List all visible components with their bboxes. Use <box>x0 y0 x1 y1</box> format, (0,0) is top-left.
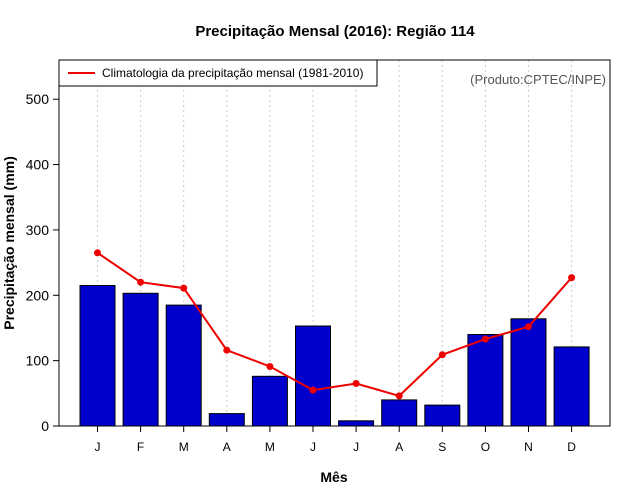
climatology-point <box>352 380 360 387</box>
x-tick-label: M <box>179 440 189 454</box>
x-tick-label: A <box>395 440 403 454</box>
climatology-point <box>481 335 489 343</box>
bar <box>295 325 331 427</box>
climatology-point <box>94 249 101 257</box>
climatology-point <box>266 363 274 370</box>
bars-series <box>79 285 590 427</box>
climatology-series <box>94 249 576 400</box>
x-tick-label: A <box>223 440 231 454</box>
x-tick-label: N <box>524 440 533 454</box>
y-tick-label: 100 <box>26 353 50 369</box>
climatology-point <box>223 346 231 354</box>
bar <box>381 399 418 427</box>
x-tick-label: J <box>95 440 101 454</box>
bar <box>338 420 375 427</box>
climatology-point <box>568 274 576 282</box>
y-tick-label: 300 <box>26 222 50 238</box>
bar <box>208 413 245 427</box>
bar <box>122 292 159 427</box>
bar <box>510 318 547 427</box>
x-tick-label: D <box>567 440 576 454</box>
legend-entry: Climatologia da precipitação mensal (198… <box>102 66 363 80</box>
climatology-point <box>395 392 403 400</box>
legend: Climatologia da precipitação mensal (198… <box>58 59 378 87</box>
x-tick-label: J <box>353 440 359 454</box>
bar <box>79 285 116 427</box>
climatology-point <box>309 386 317 394</box>
y-tick-label: 200 <box>26 287 50 303</box>
climatology-line <box>96 251 573 398</box>
bar <box>424 404 461 427</box>
bar <box>165 304 202 427</box>
climatology-point <box>137 278 145 286</box>
y-tick-label: 500 <box>26 91 50 107</box>
x-tick-label: O <box>481 440 490 454</box>
x-tick-label: M <box>265 440 275 454</box>
legend-box <box>58 59 378 87</box>
climatology-point <box>180 284 188 292</box>
x-tick-label: S <box>438 440 446 454</box>
y-tick-label: 400 <box>26 157 50 173</box>
x-tick-label: F <box>137 440 144 454</box>
credit-annotation: (Produto:CPTEC/INPE) <box>470 72 606 87</box>
bar <box>467 334 504 427</box>
chart-title: Precipitação Mensal (2016): Região 114 <box>195 23 475 40</box>
climatology-point <box>438 351 446 359</box>
bar <box>251 375 288 427</box>
y-axis: 0 100 200 300 400 500 <box>26 91 59 434</box>
y-tick-label: 0 <box>41 418 49 434</box>
y-axis-label: Precipitação mensal (mm) <box>1 156 17 330</box>
x-axis-label: Mês <box>320 469 347 485</box>
x-tick-label: J <box>310 440 316 454</box>
bar <box>553 346 590 427</box>
climatology-point <box>525 323 532 331</box>
